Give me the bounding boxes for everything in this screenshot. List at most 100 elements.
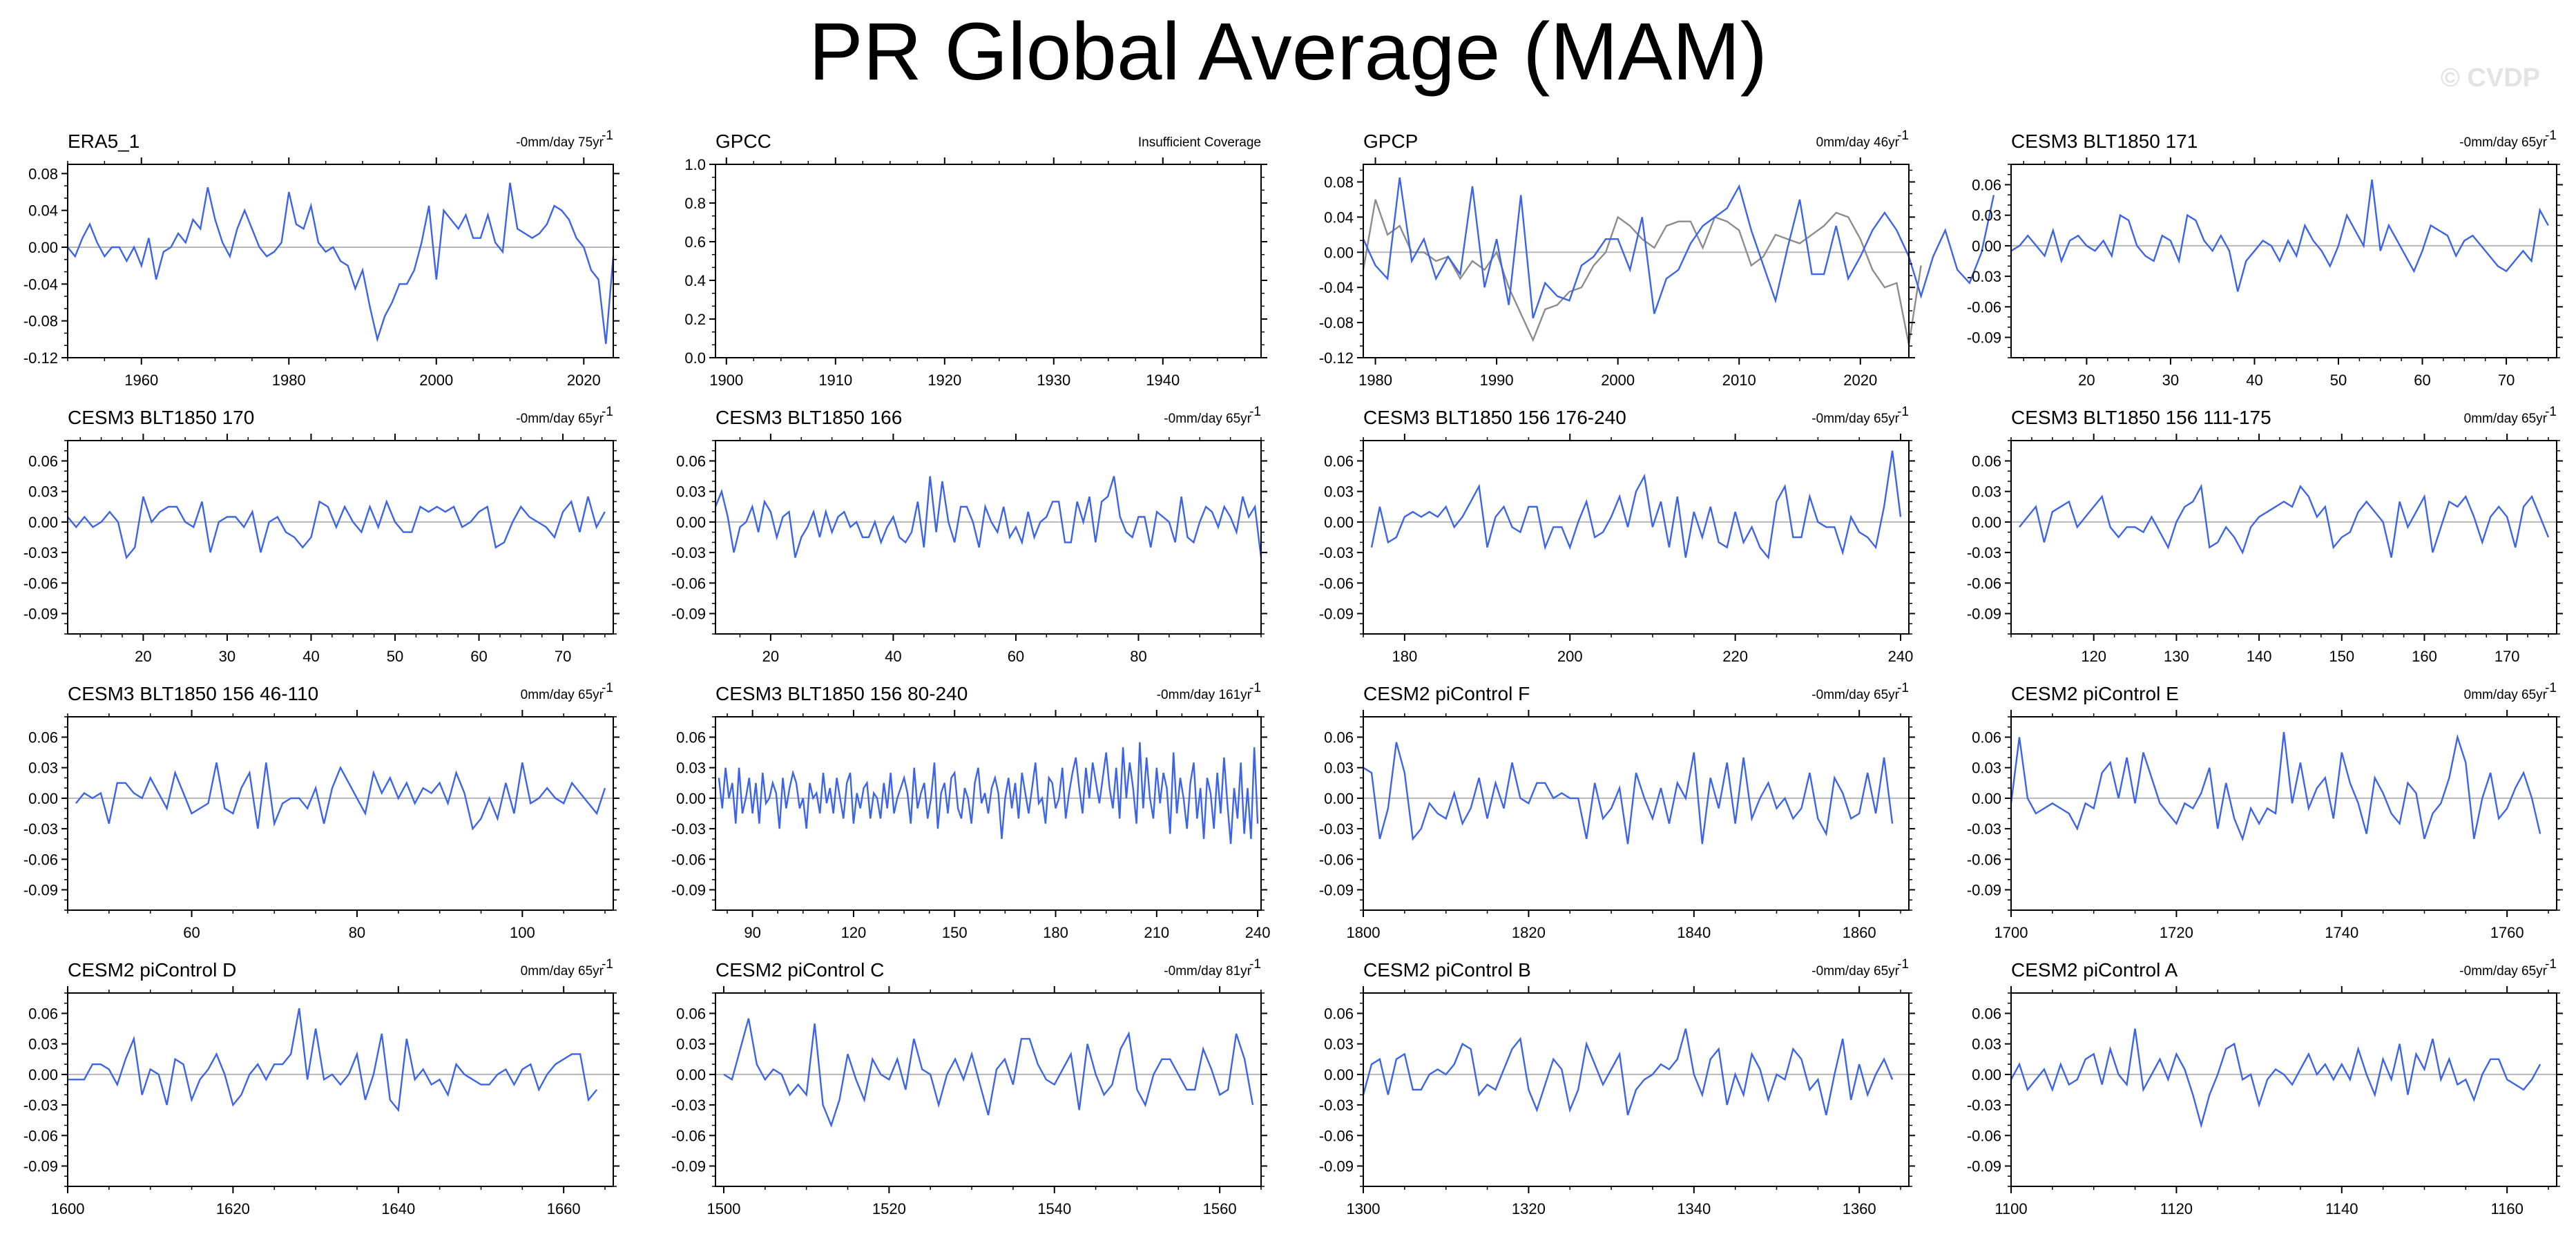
x-tick-label: 1120: [2160, 1200, 2193, 1217]
panel-title: ERA5_1: [68, 131, 140, 152]
y-tick-label: 0.03: [676, 1036, 706, 1053]
y-tick-label: -0.03: [671, 1097, 706, 1114]
panel: CESM2 piControl C -0mm/day 81yr-1 -0.09 -0.…: [671, 957, 1267, 1217]
y-tick-label: 0.03: [1324, 760, 1354, 777]
panel: CESM3 BLT1850 156 46-110 0mm/day 65yr-1 -0…: [23, 681, 619, 941]
x-tick-label: 70: [555, 648, 571, 665]
y-tick-label: 0.06: [1972, 729, 2001, 746]
y-tick-label: 0.00: [676, 514, 706, 531]
panel-trend: -0mm/day 65yr: [516, 412, 604, 426]
panel-trend-exponent: -1: [1249, 957, 1261, 972]
panel-title: CESM3 BLT1850 166: [715, 407, 902, 428]
x-tick-label: 1540: [1037, 1200, 1071, 1217]
x-tick-label: 1820: [1512, 924, 1546, 941]
y-tick-label: 0.03: [1972, 1036, 2001, 1053]
y-tick-label: -0.03: [671, 544, 706, 561]
x-tick-label: 1660: [547, 1200, 581, 1217]
panel: GPCP 0mm/day 46yr-1 -0.12 -0.08 -0.04 0.00 0.0…: [1319, 128, 1995, 389]
panel-trend: 0mm/day 65yr: [2464, 688, 2548, 702]
y-tick-label: 0.2: [684, 311, 706, 328]
panel-trend-exponent: -1: [2545, 405, 2557, 419]
panel-title: GPCP: [1363, 131, 1418, 152]
x-tick-label: 2020: [567, 372, 601, 389]
series-line: [1362, 1028, 1894, 1116]
x-tick-label: 80: [349, 924, 365, 941]
x-tick-label: 1840: [1677, 924, 1711, 941]
y-tick-label: -0.03: [23, 544, 58, 561]
panel-trend: -0mm/day 65yr: [1811, 964, 1899, 979]
series-line: [1370, 450, 1902, 560]
y-tick-label: -0.06: [1967, 575, 2001, 592]
panel-title: CESM3 BLT1850 156 111-175: [2011, 407, 2271, 428]
x-tick-label: 30: [2162, 372, 2179, 389]
watermark: © CVDP: [2440, 64, 2540, 93]
panel-trend-exponent: -1: [2545, 681, 2557, 695]
y-tick-label: 0.00: [1972, 514, 2001, 531]
y-tick-label: -0.06: [671, 1127, 706, 1144]
y-tick-label: 0.08: [28, 165, 58, 182]
y-tick-label: -0.03: [1319, 820, 1354, 838]
panel-title: CESM3 BLT1850 156 46-110: [68, 683, 318, 704]
panel-trend: -0mm/day 65yr: [1811, 688, 1899, 702]
series-line: [2010, 1028, 2541, 1129]
x-tick-label: 1640: [381, 1200, 415, 1217]
x-tick-label: 130: [2164, 648, 2189, 665]
x-tick-label: 1600: [51, 1200, 85, 1217]
x-tick-label: 1320: [1512, 1200, 1546, 1217]
panel-trend-exponent: -1: [602, 957, 613, 972]
x-tick-label: 60: [2414, 372, 2430, 389]
x-tick-label: 150: [2329, 648, 2354, 665]
y-tick-label: 0.03: [1972, 760, 2001, 777]
y-tick-label: 0.00: [1324, 790, 1354, 807]
y-tick-label: 0.6: [684, 233, 706, 251]
x-tick-label: 1930: [1037, 372, 1070, 389]
plot-frame: [715, 440, 1262, 635]
y-tick-label: 0.03: [1972, 207, 2001, 224]
y-tick-label: 1.0: [684, 156, 706, 173]
series-line: [2010, 731, 2541, 842]
x-tick-label: 1720: [2160, 924, 2193, 941]
y-tick-label: -0.03: [23, 820, 58, 838]
series-line: [2019, 483, 2550, 558]
y-tick-label: -0.09: [671, 882, 706, 899]
x-tick-label: 160: [2412, 648, 2437, 665]
x-tick-label: 20: [762, 648, 779, 665]
y-tick-label: -0.09: [1319, 882, 1354, 899]
x-tick-label: 20: [135, 648, 151, 665]
y-tick-label: -0.03: [23, 1097, 58, 1114]
x-tick-label: 1340: [1677, 1200, 1711, 1217]
y-tick-label: -0.09: [1967, 606, 2001, 623]
x-tick-label: 180: [1043, 924, 1068, 941]
panel: CESM2 piControl E 0mm/day 65yr-1 -0.09 -0.0…: [1967, 681, 2563, 941]
x-tick-label: 140: [2247, 648, 2272, 665]
x-tick-label: 1360: [1843, 1200, 1876, 1217]
panel-trend-exponent: -1: [1897, 957, 1909, 972]
y-tick-label: 0.06: [1324, 729, 1354, 746]
panel-title: CESM3 BLT1850 170: [68, 407, 254, 428]
y-tick-label: 0.8: [684, 195, 706, 212]
y-tick-label: 0.06: [28, 729, 58, 746]
y-tick-label: 0.06: [1972, 1005, 2001, 1022]
x-tick-label: 1140: [2325, 1200, 2358, 1217]
x-tick-label: 1700: [1995, 924, 2028, 941]
x-tick-label: 1920: [927, 372, 961, 389]
panel: CESM3 BLT1850 171 -0mm/day 65yr-1 -0.09 -0.…: [1967, 128, 2563, 389]
x-tick-label: 40: [302, 648, 319, 665]
panel-trend: -0mm/day 65yr: [2459, 964, 2547, 979]
panel: CESM2 piControl D 0mm/day 65yr-1 -0.09 -0.0…: [23, 957, 619, 1217]
y-tick-label: 0.00: [28, 514, 58, 531]
panel-trend: -0mm/day 65yr: [1811, 412, 1899, 426]
panel: CESM3 BLT1850 156 111-175 0mm/day 65yr-1 -…: [1967, 405, 2563, 665]
panel-trend-exponent: -1: [602, 405, 613, 419]
y-tick-label: 0.06: [1972, 176, 2001, 193]
series-line: [67, 496, 606, 560]
series-line: [718, 742, 1259, 845]
x-tick-label: 1980: [272, 372, 306, 389]
x-tick-label: 220: [1722, 648, 1748, 665]
x-tick-label: 120: [2081, 648, 2106, 665]
y-tick-label: 0.00: [676, 1066, 706, 1083]
panel-trend: 0mm/day 65yr: [2464, 412, 2548, 426]
y-tick-label: -0.03: [1319, 1097, 1354, 1114]
panel-title: CESM2 piControl E: [2011, 683, 2179, 704]
